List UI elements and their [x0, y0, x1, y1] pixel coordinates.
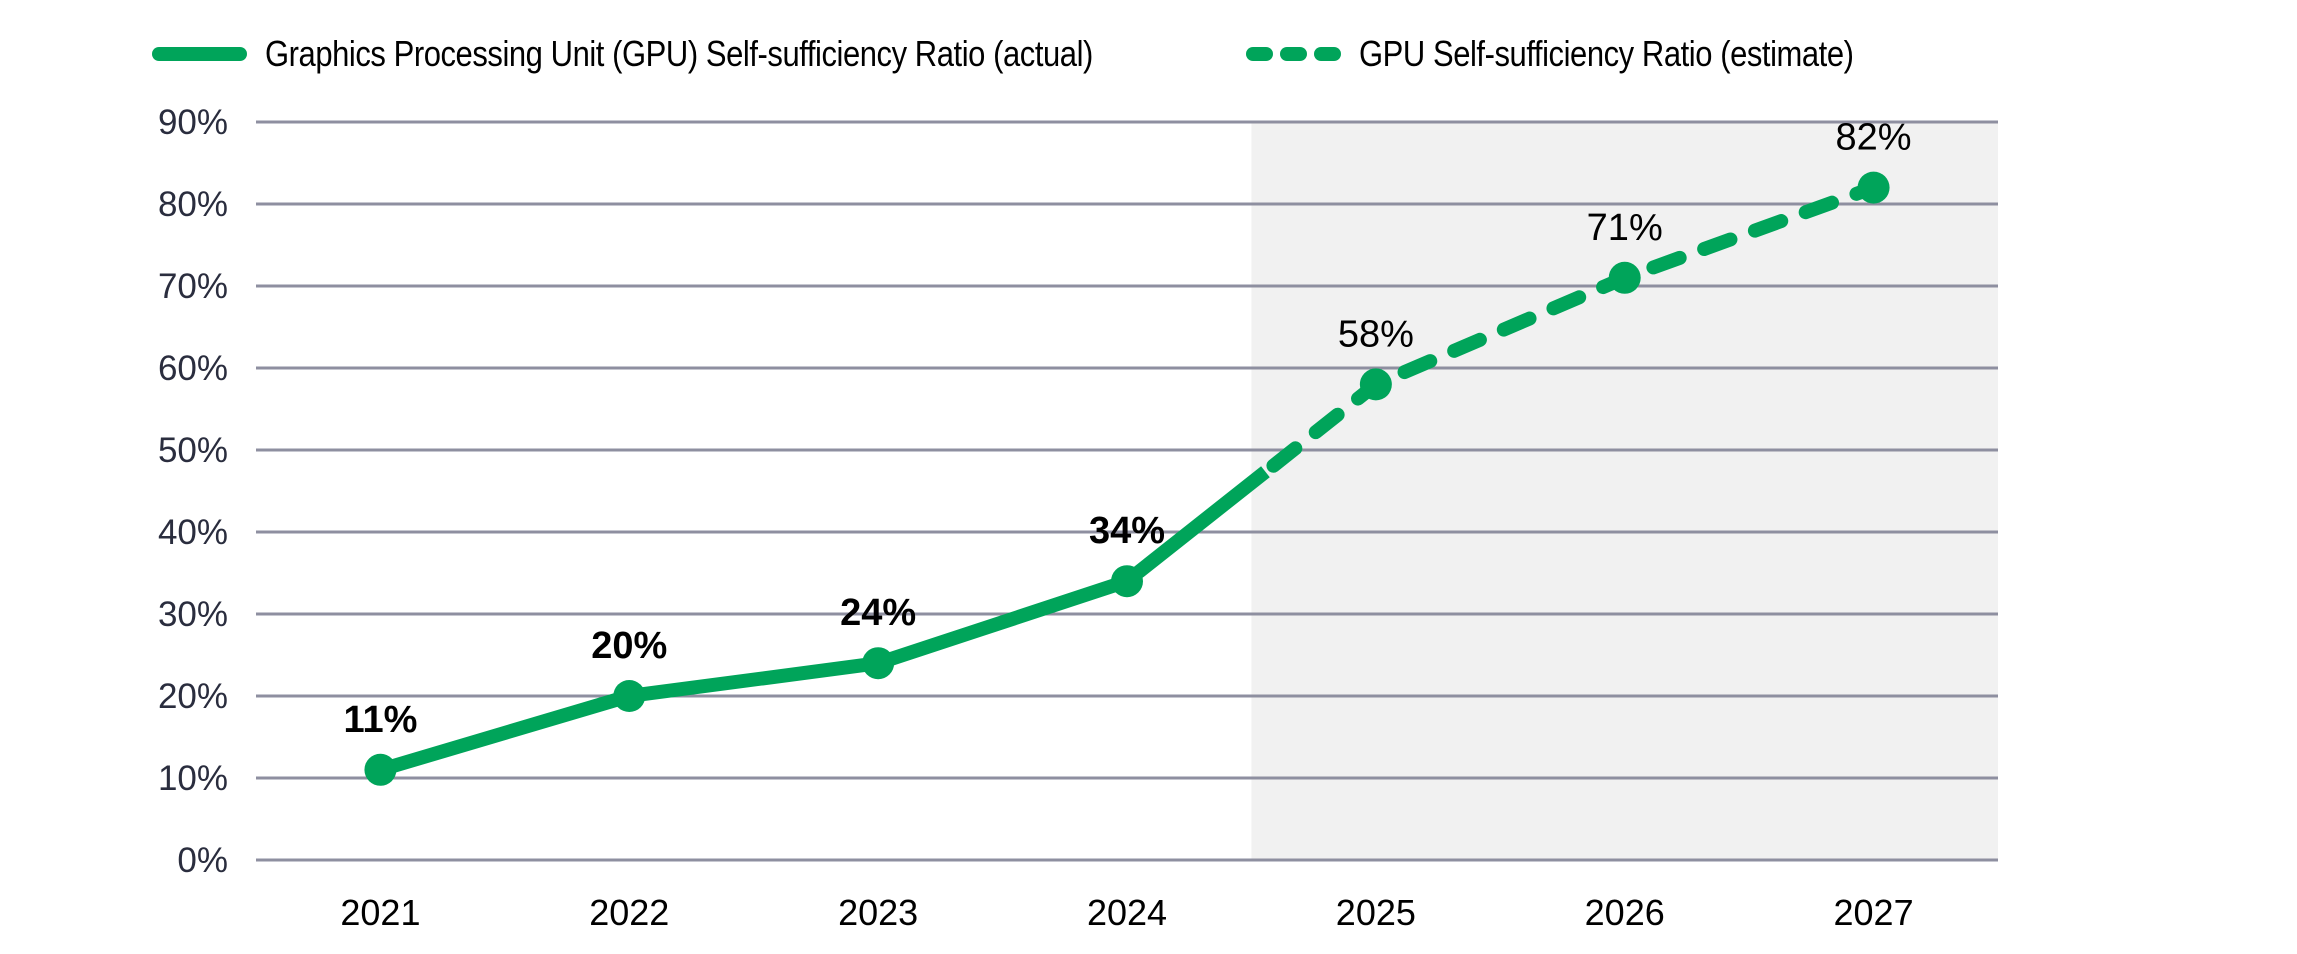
y-tick-label: 90% — [158, 103, 228, 142]
data-label: 34% — [1089, 510, 1165, 552]
data-label: 71% — [1587, 207, 1663, 249]
y-tick-label: 20% — [158, 677, 228, 716]
x-tick-label: 2027 — [1834, 892, 1914, 933]
legend-label-actual: Graphics Processing Unit (GPU) Self-suff… — [265, 33, 1093, 74]
x-tick-label: 2024 — [1087, 892, 1167, 933]
solid-line-swatch-icon — [152, 47, 247, 61]
y-tick-label: 10% — [158, 759, 228, 798]
data-label: 24% — [840, 592, 916, 634]
gridlines — [256, 120, 1998, 862]
data-point-marker — [1857, 171, 1890, 204]
legend: Graphics Processing Unit (GPU) Self-suff… — [152, 30, 1992, 78]
data-label: 58% — [1338, 313, 1414, 355]
data-point-marker — [613, 680, 646, 712]
data-labels: 11% 20% 24% 34% 58% 71% 82% — [343, 117, 1911, 741]
y-tick-label: 50% — [158, 431, 228, 470]
x-tick-label: 2023 — [838, 892, 918, 933]
y-tick-label: 30% — [158, 595, 228, 634]
y-tick-label: 70% — [158, 267, 228, 306]
y-tick-label: 60% — [158, 349, 228, 388]
legend-item-estimate: GPU Self-sufficiency Ratio (estimate) — [1245, 33, 1934, 75]
data-point-marker — [862, 647, 895, 680]
legend-label-estimate: GPU Self-sufficiency Ratio (estimate) — [1358, 33, 1854, 74]
data-point-marker — [1111, 565, 1143, 598]
y-axis: 0% 10% 20% 30% 40% 50% 60% 70% 80% 90% — [158, 103, 228, 880]
estimate-series-line — [1266, 180, 1881, 473]
x-tick-label: 2025 — [1336, 892, 1416, 933]
dashed-line-swatch-icon — [1245, 47, 1341, 61]
x-axis: 2021 2022 2023 2024 2025 2026 2027 — [340, 892, 1913, 933]
legend-item-actual: Graphics Processing Unit (GPU) Self-suff… — [152, 33, 1228, 75]
data-label: 20% — [591, 625, 667, 667]
data-point-marker — [1359, 368, 1392, 401]
y-tick-label: 0% — [177, 841, 228, 880]
x-tick-label: 2026 — [1585, 892, 1665, 933]
y-tick-label: 40% — [158, 513, 228, 552]
x-tick-label: 2021 — [340, 892, 420, 933]
data-point-marker — [364, 753, 397, 786]
forecast-shaded-region — [1251, 122, 1998, 860]
data-label: 82% — [1836, 117, 1912, 159]
data-label: 11% — [343, 699, 417, 741]
y-tick-label: 80% — [158, 185, 228, 224]
data-markers — [364, 171, 1890, 786]
x-tick-label: 2022 — [589, 892, 669, 933]
data-point-marker — [1608, 261, 1641, 294]
